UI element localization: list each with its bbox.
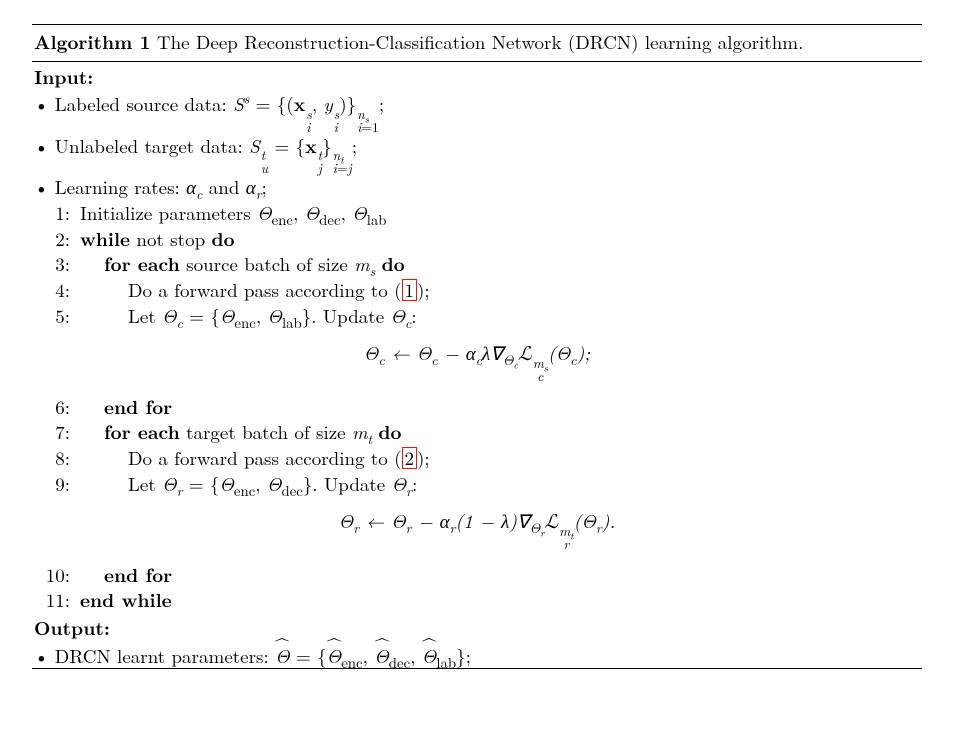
lineno: 10: [34,562,70,588]
input-source: • Labeled source data: Ss = {(xsi, ysi)}… [32,91,922,133]
step-3-mid: source batch of size [180,250,354,277]
bullet-icon: • [34,133,49,159]
algorithm-number: Algorithm 1 [34,27,151,55]
step-8-end: ); [417,444,430,471]
citation-link[interactable]: 2 [402,447,418,469]
step-4: 4: Do a forward pass according to (1); [32,277,922,303]
kw-while: while [80,224,130,252]
step-5-upd: . Update [311,302,390,329]
step-8-text: Do a forward pass according to ( [128,444,402,471]
step-5: 5: Let Θc = {Θenc, Θlab}. Update Θc: [32,303,922,329]
step-2-cond: not stop [130,225,211,252]
step-1-body: Initialize parameters Θenc, Θdec, Θlab [80,200,387,226]
step-6: 6: end for [32,394,922,420]
lineno: 1: [34,200,70,226]
citation-link[interactable]: 1 [402,279,418,301]
output-params: • DRCN learnt parameters: Θ = {Θenc, Θde… [32,643,922,669]
step-4-body: Do a forward pass according to (1); [80,277,430,303]
input-target-text: Unlabeled target data: Stu = {xtj}nti=j; [55,133,357,175]
kw-foreach: for each [104,417,180,445]
step-1-text: Initialize parameters [80,199,257,226]
kw-foreach: for each [104,249,180,277]
step-4-text: Do a forward pass according to ( [128,276,402,303]
algorithm-title-row: Algorithm 1 The Deep Reconstruction-Clas… [32,25,922,61]
input-rates-text: Learning rates: αc and αr; [55,174,267,200]
step-8-body: Do a forward pass according to (2); [80,445,430,471]
bullet-icon: • [34,91,49,117]
step-8: 8: Do a forward pass according to (2); [32,445,922,471]
kw-endwhile: end while [80,587,172,613]
lineno: 6: [34,394,70,420]
lineno: 2: [34,226,70,252]
input-heading: Input: [32,62,922,92]
input-target-math: S [249,132,260,159]
kw-do: do [382,249,405,277]
input-source-text: Labeled source data: Ss = {(xsi, ysi)}ns… [55,91,384,133]
equation-theta-r: Θr ← Θr − αr(1 − λ)∇Θrℒmtr(Θr). [32,496,922,562]
step-7: 7: for each target batch of size mt do [32,419,922,445]
output-text: DRCN learnt parameters: Θ = {Θenc, Θdec,… [55,643,471,669]
algorithm-title: The Deep Reconstruction-Classification N… [151,28,804,55]
step-9-body: Let Θr = {Θenc, Θdec}. Update Θr: [80,471,417,497]
output-heading: Output: [32,613,922,643]
step-9-let: Let [128,470,162,497]
output-prefix: DRCN learnt parameters: [55,642,275,669]
step-1: 1: Initialize parameters Θenc, Θdec, Θla… [32,200,922,226]
step-3: 3: for each source batch of size ms do [32,251,922,277]
step-10: 10: end for [32,562,922,588]
kw-endfor: end for [80,562,172,588]
step-2: 2: while not stop do [32,226,922,252]
bullet-icon: • [34,643,49,669]
step-2-body: while not stop do [80,226,235,252]
equation-theta-c: Θc ← Θc − αcλ∇Θcℒmsc(Θc); [32,328,922,394]
lineno: 11: [34,587,70,613]
input-rates: • Learning rates: αc and αr; [32,174,922,200]
step-7-mid: target batch of size [180,418,352,445]
kw-do: do [211,224,234,252]
input-target: • Unlabeled target data: Stu = {xtj}nti=… [32,133,922,175]
input-source-math: Ss [233,90,249,117]
lineno: 8: [34,445,70,471]
lineno: 5: [34,303,70,329]
lineno: 3: [34,251,70,277]
lineno: 4: [34,277,70,303]
step-4-end: ); [417,276,430,303]
input-source-prefix: Labeled source data: [55,90,233,117]
input-target-prefix: Unlabeled target data: [55,132,249,159]
kw-do: do [378,417,401,445]
lineno: 9: [34,471,70,497]
step-5-let: Let [128,302,162,329]
algorithm-block: Algorithm 1 The Deep Reconstruction-Clas… [32,24,922,669]
lineno: 7: [34,419,70,445]
kw-endfor: end for [80,394,172,420]
step-9: 9: Let Θr = {Θenc, Θdec}. Update Θr: [32,471,922,497]
step-7-body: for each target batch of size mt do [80,419,401,445]
input-rates-prefix: Learning rates: [55,173,186,200]
step-3-body: for each source batch of size ms do [80,251,405,277]
step-11: 11: end while [32,587,922,613]
bullet-icon: • [34,174,49,200]
step-5-body: Let Θc = {Θenc, Θlab}. Update Θc: [80,303,417,329]
step-9-upd: . Update [312,470,391,497]
